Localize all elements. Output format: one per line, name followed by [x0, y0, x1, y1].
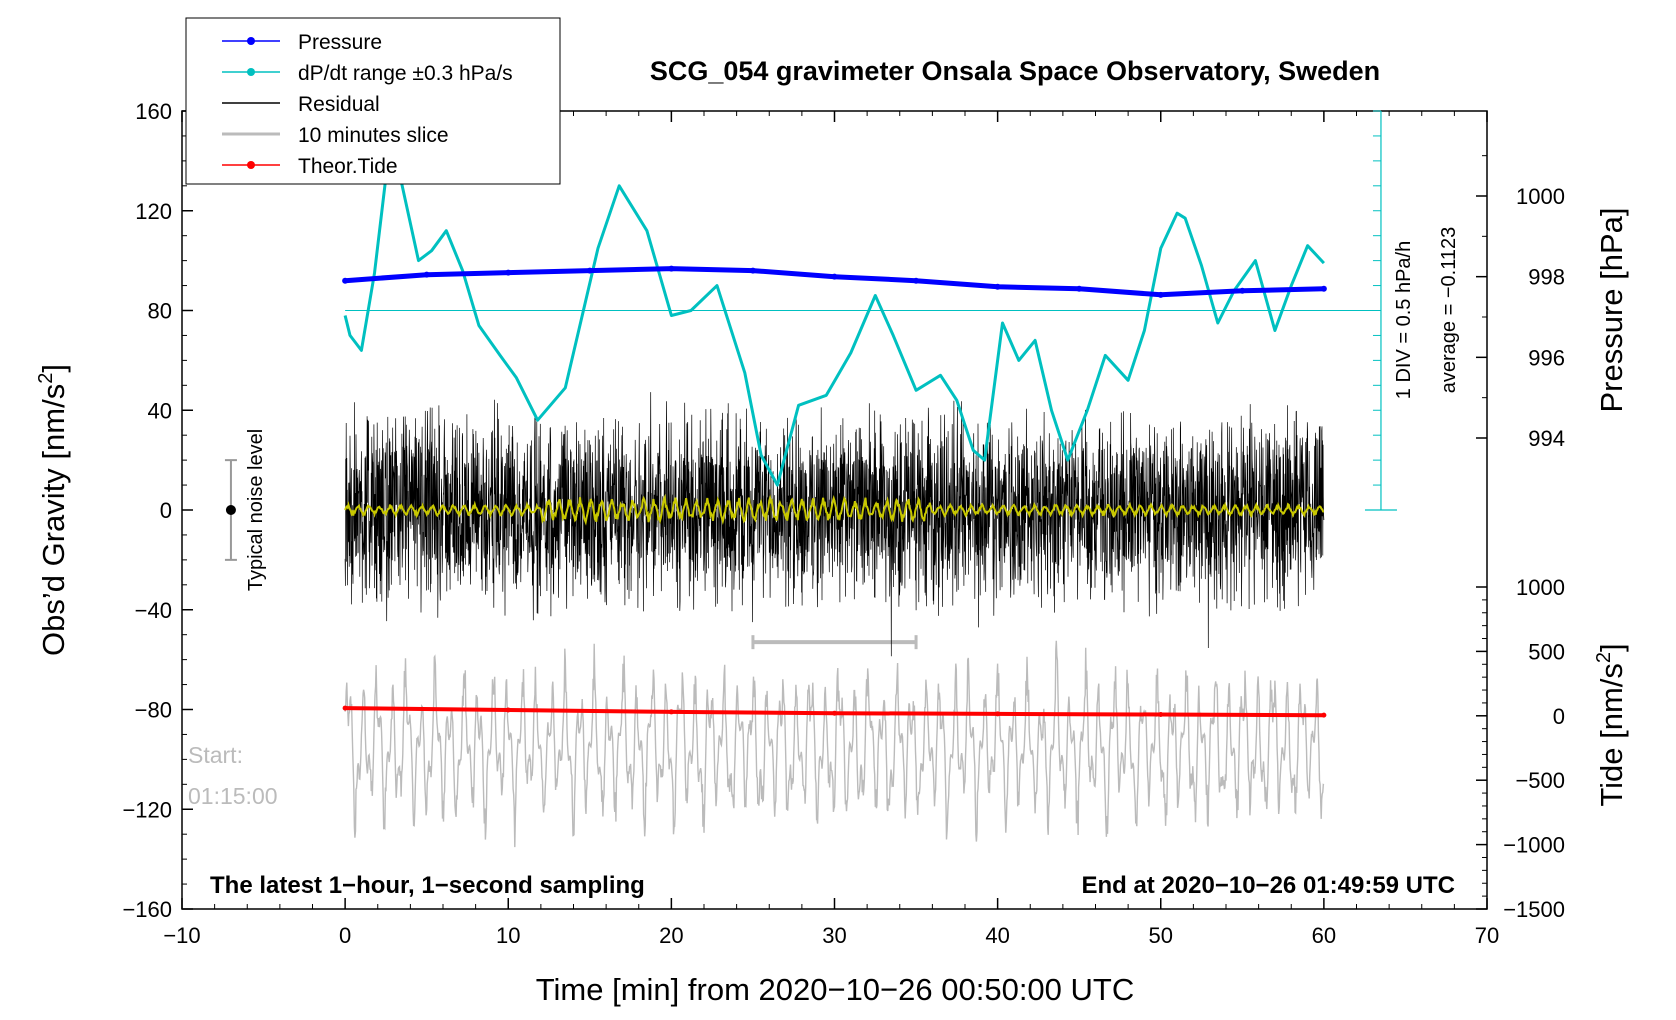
- pressure-point: [586, 267, 593, 274]
- legend-label: 10 minutes slice: [298, 124, 449, 147]
- pressure-point: [423, 271, 430, 278]
- annotation-bottom-left: The latest 1−hour, 1−second sampling: [210, 872, 645, 899]
- pressure-line: [344, 266, 1324, 298]
- series-theor-tide: [342, 705, 1327, 718]
- pressure-point: [994, 283, 1001, 290]
- y-label-tide-end: ]: [1594, 643, 1629, 652]
- pressure-axis-ticks: 1000 998 996 994: [1476, 155, 1565, 451]
- y-label-main-end: ]: [36, 364, 71, 373]
- y-label-main-sup: 2: [35, 373, 57, 384]
- pressure-point: [1239, 287, 1246, 294]
- tide-point: [1321, 712, 1327, 718]
- pressure-tick-label: 994: [1528, 426, 1565, 451]
- tide-point: [342, 705, 348, 711]
- pressure-point: [505, 269, 512, 276]
- tide-point: [832, 710, 837, 716]
- pressure-point: [831, 273, 838, 280]
- y-tick-label: 80: [148, 299, 172, 324]
- x-tick-label: 30: [822, 923, 846, 948]
- y-tick-label: −120: [122, 797, 172, 822]
- pressure-tick-label: 998: [1528, 265, 1565, 290]
- y-axis-label-main: Obs’d Gravity [nm/s2]: [35, 364, 71, 656]
- chart-title: SCG_054 gravimeter Onsala Space Observat…: [650, 56, 1380, 86]
- y-axis-label-tide: Tide [nm/s2]: [1593, 643, 1629, 806]
- legend-entries: Pressure dP/dt range ±0.3 hPa/s Residual 10…: [222, 31, 513, 178]
- y-tick-label: −40: [135, 598, 172, 623]
- series-10min-slice: [344, 635, 1325, 848]
- y-label-tide-sup: 2: [1593, 652, 1615, 663]
- x-tick-label: 0: [339, 923, 351, 948]
- y-label-main-text: Obs’d Gravity [nm/s: [36, 384, 71, 656]
- annotation-noise-level: Typical noise level: [245, 429, 267, 591]
- x-tick-label: 20: [659, 923, 683, 948]
- legend-swatch-marker: [247, 68, 255, 76]
- series-residual-smoothed: [344, 493, 1325, 526]
- y-tick-label: 40: [148, 398, 172, 423]
- tide-tick-label: −1500: [1503, 897, 1565, 922]
- legend-label: Theor.Tide: [298, 155, 398, 178]
- tide-tick-label: −500: [1515, 768, 1565, 793]
- legend-label: dP/dt range ±0.3 hPa/s: [298, 62, 513, 85]
- legend-box: [185, 17, 561, 185]
- y-tick-label: −160: [122, 897, 172, 922]
- series-residual: [344, 392, 1325, 657]
- tide-point: [505, 707, 511, 713]
- legend: Pressure dP/dt range ±0.3 hPa/s Residual 10…: [185, 17, 561, 185]
- series-pressure: [342, 265, 1327, 298]
- pressure-point: [913, 277, 920, 284]
- residual-line: [344, 392, 1325, 657]
- annotation-start-label: Start:: [188, 742, 243, 768]
- pressure-point: [1076, 285, 1083, 292]
- pressure-point: [749, 267, 756, 274]
- y-axis-label-pressure: Pressure [hPa]: [1594, 207, 1629, 412]
- y-tick-label: 0: [160, 498, 172, 523]
- legend-label: Residual: [298, 93, 380, 116]
- x-axis-label: Time [min] from 2020−10−26 00:50:00 UTC: [536, 972, 1135, 1007]
- x-tick-label: 10: [496, 923, 520, 948]
- x-tick-label: −10: [163, 923, 200, 948]
- annotation-bottom-right: End at 2020−10−26 01:49:59 UTC: [1081, 872, 1455, 899]
- pressure-point: [1157, 291, 1164, 298]
- y-tick-label: −80: [135, 698, 172, 723]
- pressure-tick-label: 996: [1528, 345, 1565, 370]
- pressure-point: [1320, 285, 1327, 292]
- legend-swatch-marker: [247, 37, 255, 45]
- noise-level-center: [225, 505, 236, 515]
- series-dpdt: [343, 134, 1325, 487]
- y-axis-ticks: 160 120 80 40 0 −40 −80 −120 −160: [122, 99, 193, 922]
- annotation-div: 1 DIV = 0.5 hPa/h: [1393, 241, 1415, 399]
- tide-tick-label: −1000: [1503, 833, 1565, 858]
- div-scale-bar: [345, 110, 1397, 511]
- pressure-tick-label: 1000: [1516, 184, 1565, 209]
- annotation-marks: [224, 459, 237, 561]
- tide-tick-label: 0: [1553, 704, 1565, 729]
- tide-point: [1158, 712, 1164, 718]
- x-tick-label: 50: [1149, 923, 1173, 948]
- x-tick-label: 40: [985, 923, 1009, 948]
- pressure-point: [342, 277, 349, 284]
- x-tick-label: 70: [1475, 923, 1499, 948]
- tide-axis-ticks: 1000 500 0 −500 −1000 −1500: [1476, 575, 1565, 922]
- slice-line: [344, 640, 1325, 848]
- tide-tick-label: 500: [1528, 639, 1565, 664]
- annotation-start-time: 01:15:00: [188, 783, 278, 809]
- dpdt-line: [343, 134, 1325, 487]
- annotation-average: average = −0.1123: [1438, 227, 1460, 393]
- x-axis-ticks: −10 0 10 20 30 40 50 60 70: [163, 111, 1499, 948]
- y-label-tide-text: Tide [nm/s: [1594, 663, 1629, 807]
- y-tick-label: 160: [135, 99, 172, 124]
- y-tick-label: 120: [135, 199, 172, 224]
- pressure-point: [668, 265, 675, 272]
- smoothed-residual-line: [344, 493, 1325, 526]
- tide-point: [668, 709, 674, 715]
- legend-label: Pressure: [298, 31, 382, 54]
- x-tick-label: 60: [1312, 923, 1336, 948]
- legend-swatch-marker: [247, 161, 255, 169]
- tide-tick-label: 1000: [1516, 575, 1565, 600]
- tide-point: [995, 711, 1001, 717]
